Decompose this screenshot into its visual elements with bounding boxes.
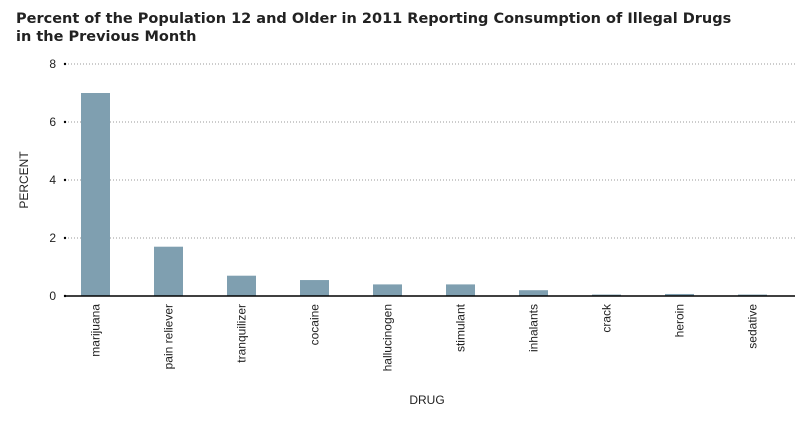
bar-heroin [665,293,694,296]
chart-title: Percent of the Population 12 and Older i… [16,10,786,46]
y-tick-label: 6 [49,115,56,129]
x-tick-label: inhalants [527,304,541,352]
x-axis-label: DRUG [409,393,444,407]
gridlines [65,63,795,239]
y-axis-label: PERCENT [17,151,31,209]
y-tick-label: 8 [49,57,56,71]
bar-tranquilizer [227,275,256,296]
bar-stimulant [446,284,475,296]
x-tick-label: hallucinogen [381,304,395,371]
x-tick-label: sedative [746,304,760,349]
bar-marijuana [81,93,110,296]
bars [81,93,767,296]
y-tick-label: 4 [49,173,56,187]
x-tick-label: cocaine [308,304,322,346]
bar-inhalants [519,290,548,296]
y-tick-mark [63,236,67,240]
x-tick-label: stimulant [454,303,468,352]
y-tick-label: 2 [49,231,56,245]
y-tick-mark [63,120,67,124]
y-tick-mark [63,62,67,66]
chart-title-line-2: in the Previous Month [16,29,197,45]
x-tick-label: pain reliever [162,304,176,369]
y-tick-label: 0 [49,289,56,303]
y-tick-mark [63,178,67,182]
bar-hallucinogen [373,284,402,296]
x-tick-label: crack [600,303,614,333]
bar-cocaine [300,280,329,296]
x-axis-ticks: marijuana pain reliever tranquilizer cocain… [89,303,760,371]
x-tick-label: marijuana [89,304,103,357]
x-tick-label: tranquilizer [235,304,249,363]
y-axis-ticks: 0 2 4 6 8 [49,57,67,303]
bar-pain-reliever [154,246,183,296]
x-tick-label: heroin [673,304,687,337]
chart-title-line-1: Percent of the Population 12 and Older i… [16,11,732,27]
